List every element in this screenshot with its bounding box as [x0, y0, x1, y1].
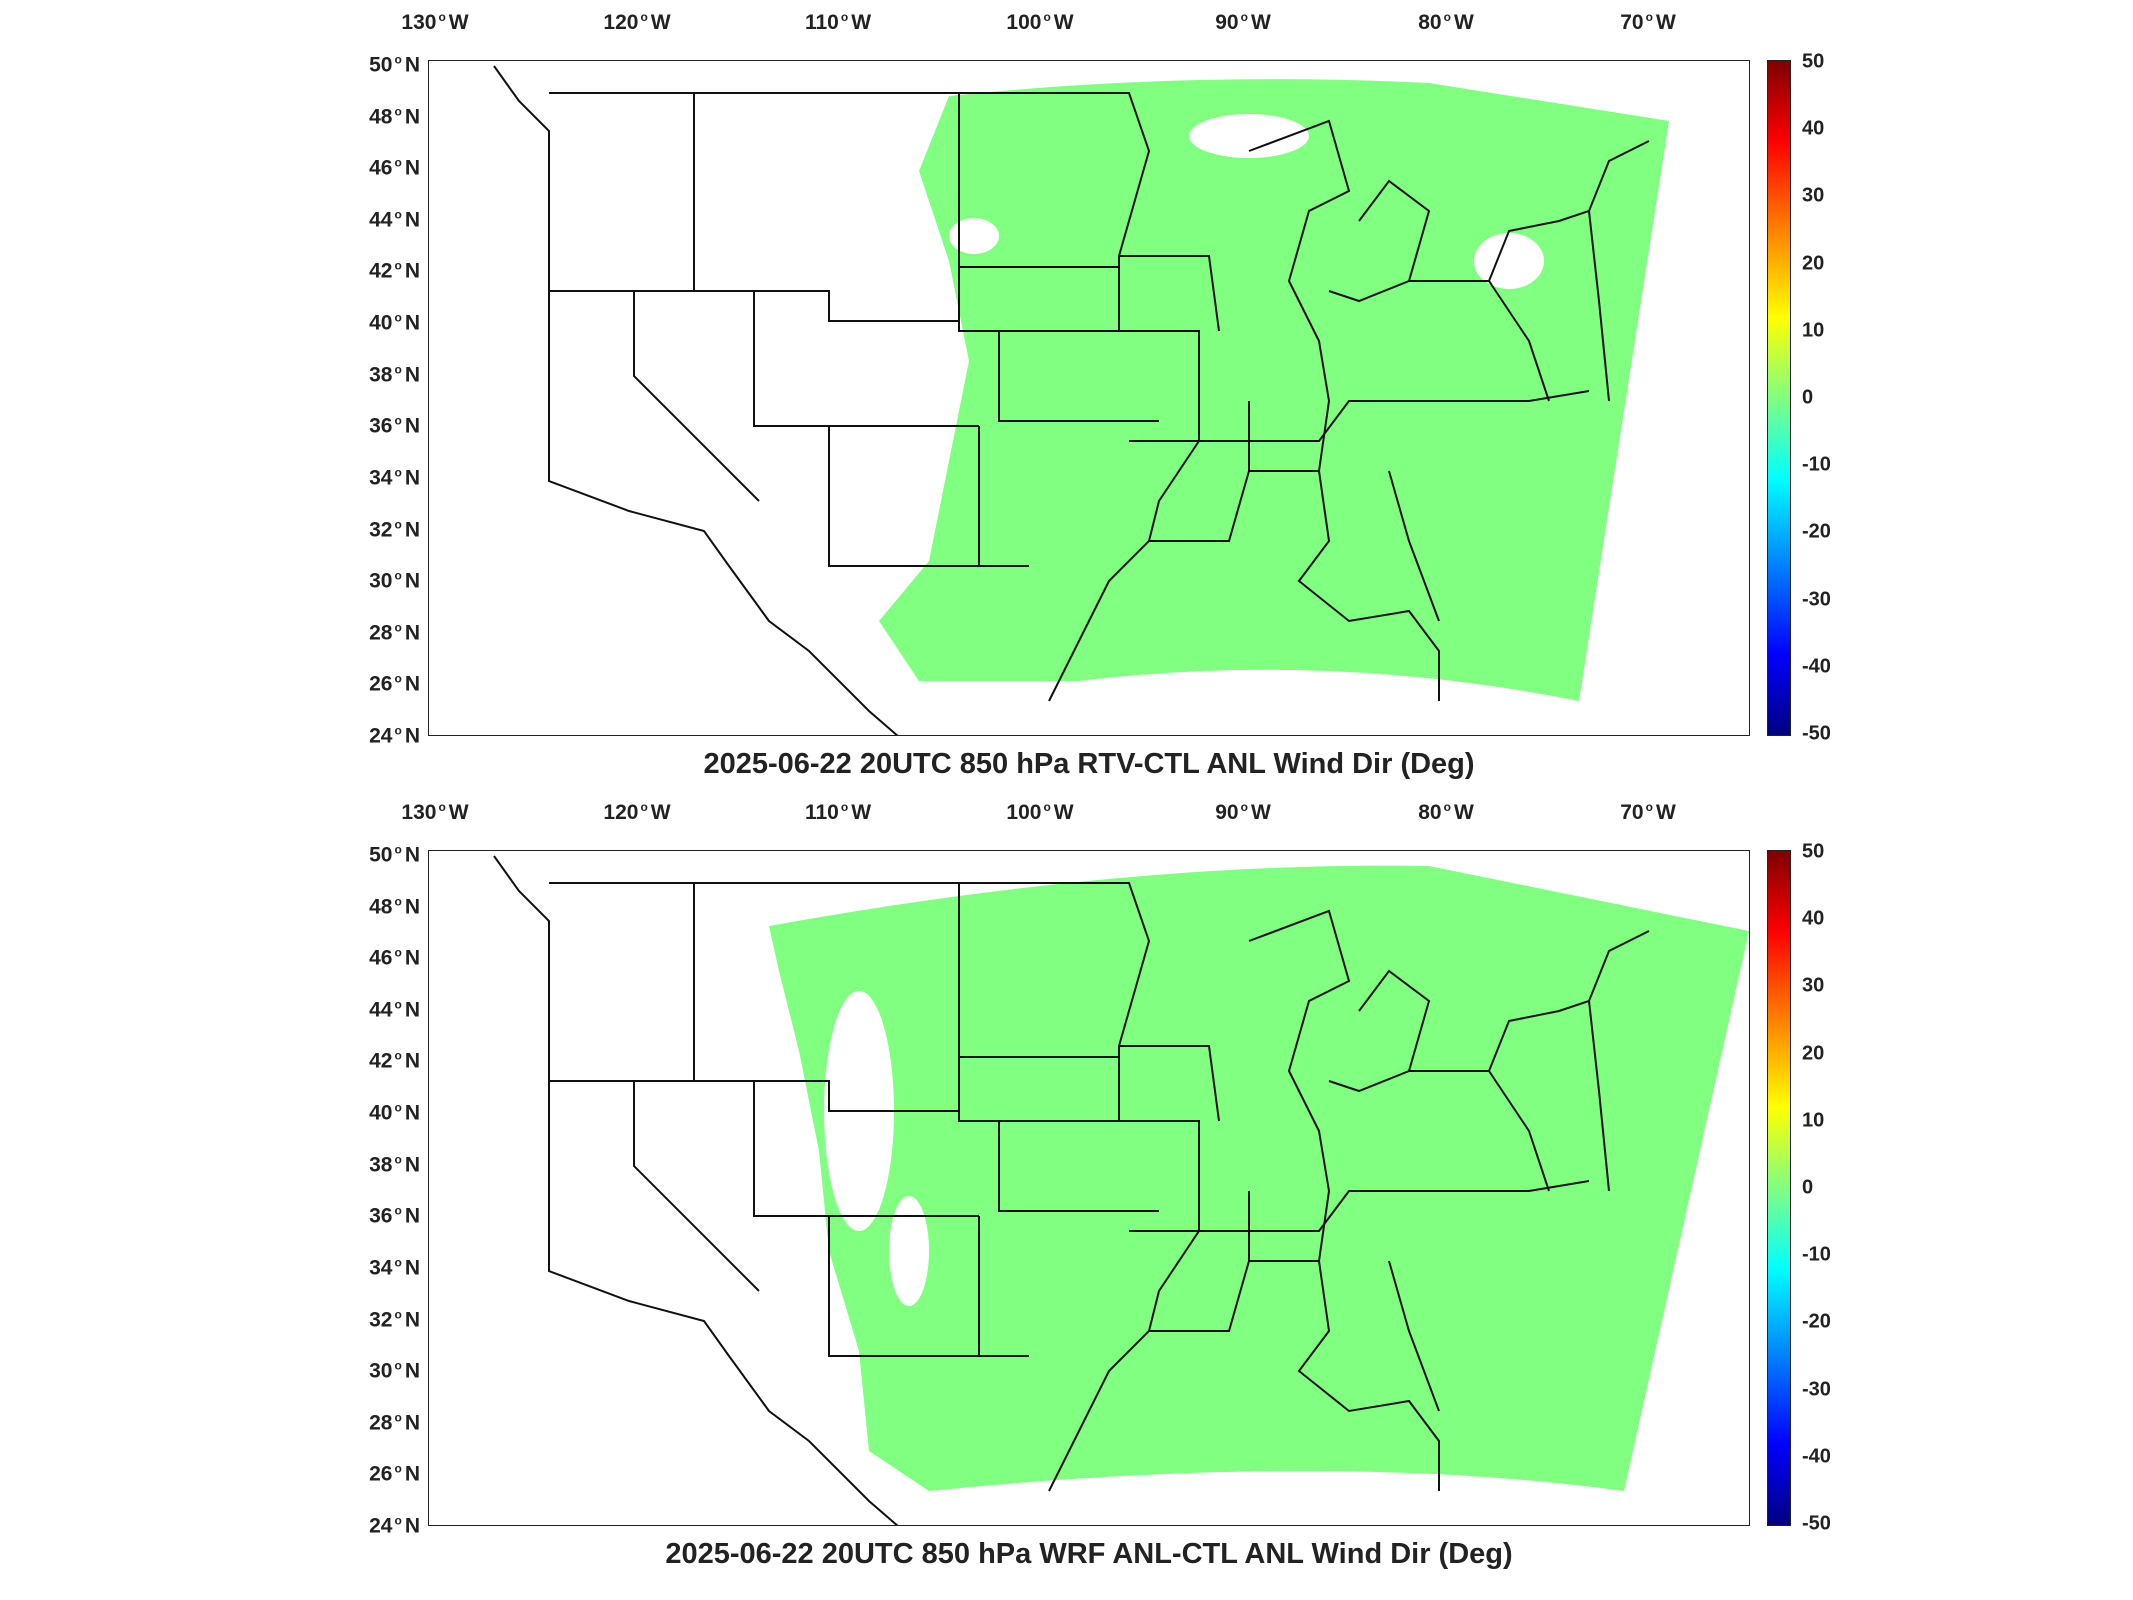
- colorbar: [1767, 60, 1791, 736]
- colorbar-tick-label: 40: [1802, 907, 1825, 930]
- latitude-label: 24 o N: [369, 1513, 420, 1538]
- colorbar: [1767, 850, 1791, 1526]
- latitude-label: 36 o N: [369, 413, 420, 438]
- latitude-label: 32 o N: [369, 1307, 420, 1332]
- latitude-label: 28 o N: [369, 1410, 420, 1435]
- latitude-label: 40 o N: [369, 310, 420, 335]
- latitude-label: 44 o N: [369, 207, 420, 232]
- latitude-label: 48 o N: [369, 104, 420, 129]
- panel-title: 2025-06-22 20UTC 850 hPa WRF ANL-CTL ANL…: [665, 1538, 1513, 1570]
- state-boundaries: [493, 855, 1650, 1525]
- colorbar-tick-label: -30: [1802, 588, 1831, 611]
- latitude-label: 30 o N: [369, 1358, 420, 1383]
- longitude-label: 120 o W: [603, 10, 671, 34]
- latitude-label: 50 o N: [369, 842, 420, 867]
- longitude-label: 90 o W: [1215, 10, 1271, 34]
- latitude-label: 24 o N: [369, 723, 420, 748]
- missing-data-patch: [889, 1196, 929, 1306]
- longitude-label: 100 o W: [1006, 10, 1074, 34]
- colorbar-tick-label: -20: [1802, 520, 1831, 543]
- map-panel-top: 130 o W 120 o W 110 o W 100 o W 90 o W 80 o W 70 o W 50 o N 48 o…: [0, 0, 2133, 790]
- longitude-label: 130 o W: [401, 10, 469, 34]
- longitude-label: 80 o W: [1418, 800, 1474, 824]
- state-boundaries: [493, 65, 1650, 735]
- colorbar-tick-label: 40: [1802, 117, 1825, 140]
- latitude-label: 48 o N: [369, 894, 420, 919]
- colorbar-tick-label: 0: [1802, 386, 1814, 409]
- longitude-label: 100 o W: [1006, 800, 1074, 824]
- missing-data-patch: [949, 218, 999, 254]
- colorbar-tick-label: 10: [1802, 1109, 1825, 1132]
- map-svg: [493, 855, 1749, 1525]
- colorbar-tick-label: -40: [1802, 655, 1831, 678]
- colorbar-tick-label: -40: [1802, 1445, 1831, 1468]
- latitude-label: 46 o N: [369, 155, 420, 180]
- latitude-label: 42 o N: [369, 1048, 420, 1073]
- longitude-label: 90 o W: [1215, 800, 1271, 824]
- latitude-label: 34 o N: [369, 1255, 420, 1280]
- longitude-label: 110 o W: [804, 10, 872, 34]
- colorbar-tick-label: 50: [1802, 840, 1825, 863]
- latitude-label: 38 o N: [369, 1152, 420, 1177]
- map-svg: [493, 65, 1669, 735]
- latitude-label: 30 o N: [369, 568, 420, 593]
- latitude-label: 34 o N: [369, 465, 420, 490]
- anomaly-field: [879, 79, 1669, 702]
- latitude-label: 36 o N: [369, 1203, 420, 1228]
- colorbar-tick-label: -50: [1802, 1512, 1831, 1535]
- latitude-label: 28 o N: [369, 620, 420, 645]
- panel-title: 2025-06-22 20UTC 850 hPa RTV-CTL ANL Win…: [703, 748, 1475, 780]
- longitude-label: 70 o W: [1620, 800, 1676, 824]
- latitude-label: 50 o N: [369, 52, 420, 77]
- longitude-label: 80 o W: [1418, 10, 1474, 34]
- colorbar-tick-label: 50: [1802, 50, 1825, 73]
- colorbar-tick-label: -50: [1802, 722, 1831, 745]
- latitude-label: 46 o N: [369, 945, 420, 970]
- colorbar-tick-label: 30: [1802, 184, 1825, 207]
- latitude-label: 26 o N: [369, 1461, 420, 1486]
- missing-data-patch: [1189, 114, 1309, 158]
- latitude-label: 42 o N: [369, 258, 420, 283]
- colorbar-tick-label: 20: [1802, 252, 1825, 275]
- colorbar-tick-label: -10: [1802, 453, 1831, 476]
- map-frame: [428, 850, 1750, 1526]
- colorbar-tick-label: 10: [1802, 319, 1825, 342]
- colorbar-tick-label: 30: [1802, 974, 1825, 997]
- map-frame: [428, 60, 1750, 736]
- colorbar-tick-label: 0: [1802, 1176, 1814, 1199]
- latitude-label: 44 o N: [369, 997, 420, 1022]
- longitude-label: 110 o W: [804, 800, 872, 824]
- colorbar-tick-label: 20: [1802, 1042, 1825, 1065]
- map-panel-bottom: 130 o W 120 o W 110 o W 100 o W 90 o W 80 o W 70 o W 50 o N 48 o…: [0, 790, 2133, 1600]
- latitude-label: 26 o N: [369, 671, 420, 696]
- colorbar-tick-label: -30: [1802, 1378, 1831, 1401]
- longitude-label: 120 o W: [603, 800, 671, 824]
- longitude-label: 130 o W: [401, 800, 469, 824]
- longitude-label: 70 o W: [1620, 10, 1676, 34]
- latitude-label: 32 o N: [369, 517, 420, 542]
- colorbar-tick-label: -10: [1802, 1243, 1831, 1266]
- latitude-label: 40 o N: [369, 1100, 420, 1125]
- latitude-label: 38 o N: [369, 362, 420, 387]
- colorbar-tick-label: -20: [1802, 1310, 1831, 1333]
- anomaly-field: [769, 865, 1749, 1491]
